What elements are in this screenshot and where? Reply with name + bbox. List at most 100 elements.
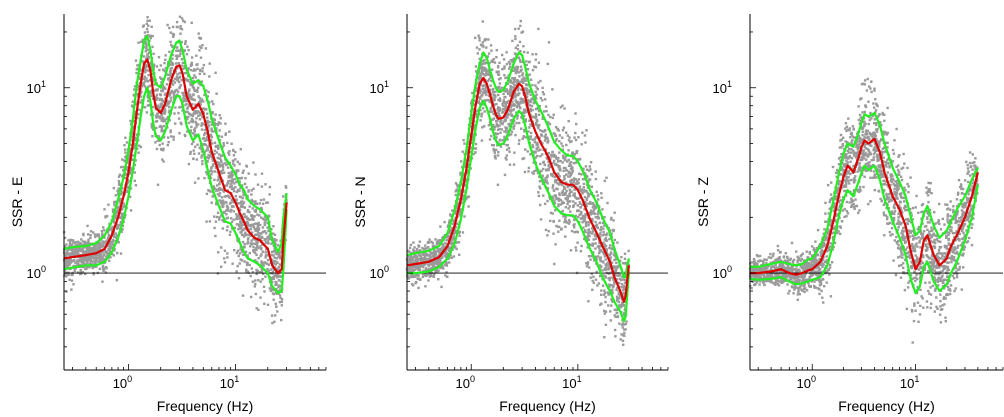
scatter-point [271, 321, 274, 325]
scatter-point [416, 250, 419, 253]
scatter-point [474, 70, 478, 73]
scatter-point [70, 252, 74, 255]
scatter-point [603, 336, 606, 339]
scatter-point [254, 200, 257, 203]
scatter-point [272, 298, 275, 301]
scatter-point [192, 88, 196, 91]
scatter-point [614, 271, 617, 274]
scatter-point [221, 166, 225, 169]
scatter-point [572, 181, 576, 184]
scatter-point [179, 27, 182, 30]
scatter-point [117, 241, 120, 244]
scatter-point [261, 250, 264, 253]
scatter-point [108, 246, 112, 249]
scatter-point [421, 264, 424, 268]
scatter-point [205, 108, 208, 111]
scatter-point [261, 202, 265, 205]
scatter-point [489, 76, 492, 79]
scatter-point [593, 234, 597, 238]
scatter-point [81, 240, 84, 243]
scatter-point [623, 293, 626, 296]
scatter-point [512, 87, 516, 90]
scatter-point [255, 228, 258, 231]
scatter-point [588, 234, 591, 238]
scatter-point [98, 247, 101, 250]
scatter-point [415, 280, 418, 284]
scatter-point [268, 238, 271, 241]
scatter-point [535, 93, 538, 96]
scatter-point [411, 284, 415, 287]
scatter-point [519, 80, 523, 84]
scatter-point [444, 252, 448, 255]
scatter-point [274, 272, 277, 276]
scatter-point [427, 264, 431, 267]
scatter-point [460, 160, 463, 163]
scatter-point [513, 80, 516, 84]
scatter-point [103, 208, 106, 211]
scatter-point [546, 174, 549, 177]
scatter-point [526, 88, 529, 91]
scatter-point [139, 145, 142, 149]
scatter-point [257, 308, 260, 311]
scatter-point [439, 238, 442, 242]
scatter-point [199, 83, 202, 87]
scatter-point [107, 229, 110, 232]
scatter-point [528, 60, 531, 63]
scatter-point [217, 174, 220, 177]
scatter-point [545, 136, 548, 139]
scatter-point [446, 275, 449, 278]
scatter-point [509, 106, 513, 109]
scatter-point [565, 160, 569, 163]
scatter-point [274, 263, 277, 266]
scatter-point [452, 219, 456, 222]
scatter-point [243, 260, 246, 263]
scatter-point [545, 176, 549, 179]
scatter-point [258, 202, 261, 205]
scatter-point [604, 245, 608, 248]
scatter-point [266, 226, 269, 229]
scatter-point [225, 229, 229, 232]
scatter-point [426, 273, 429, 277]
scatter-point [502, 92, 505, 96]
scatter-point [522, 114, 526, 118]
scatter-point [505, 127, 509, 130]
scatter-point [151, 34, 154, 38]
scatter-point [140, 82, 144, 85]
scatter-point [159, 117, 162, 120]
scatter-point [68, 243, 72, 246]
scatter-point [276, 252, 280, 255]
scatter-point [450, 256, 453, 259]
scatter-point [604, 310, 608, 313]
scatter-point [587, 300, 590, 303]
scatter-point [604, 263, 607, 266]
scatter-point [492, 112, 495, 115]
scatter-point [483, 125, 486, 128]
scatter-point [514, 35, 517, 38]
scatter-point [449, 240, 452, 243]
scatter-point [195, 89, 199, 92]
scatter-point [161, 142, 164, 145]
scatter-point [73, 252, 76, 255]
scatter-point [201, 115, 204, 119]
scatter-point [608, 246, 611, 250]
scatter-point [146, 30, 149, 34]
scatter-point [458, 213, 462, 216]
scatter-point [275, 281, 278, 284]
scatter-point [170, 135, 173, 138]
scatter-point [212, 162, 215, 166]
scatter-point [160, 119, 163, 122]
scatter-point [246, 262, 249, 265]
scatter-point [231, 180, 234, 183]
scatter-point [602, 252, 606, 256]
scatter-point [544, 105, 548, 108]
scatter-point [259, 245, 262, 248]
scatter-point [237, 228, 240, 231]
scatter-point [85, 259, 89, 262]
scatter-point [577, 216, 580, 219]
scatter-point [613, 280, 616, 283]
scatter-point [515, 83, 518, 86]
scatter-point [235, 198, 238, 202]
scatter-point [125, 141, 129, 144]
scatter-point [221, 164, 224, 167]
scatter-point [65, 243, 68, 246]
